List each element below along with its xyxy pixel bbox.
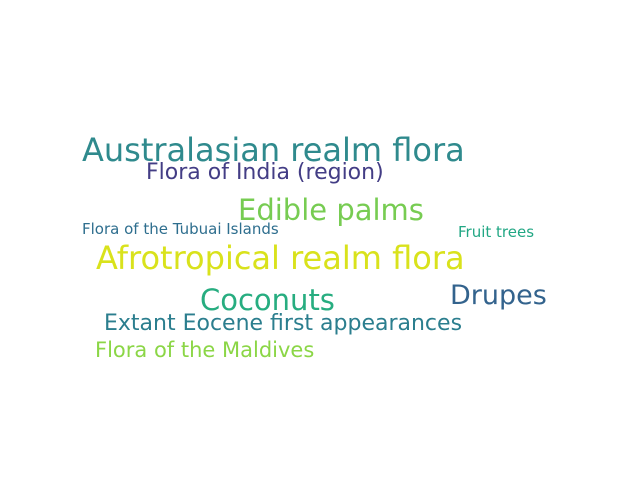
word-afrotropical-realm-flora: Afrotropical realm flora [96, 239, 465, 277]
word-flora-of-india: Flora of India (region) [146, 160, 384, 185]
word-extant-eocene-first-appearances: Extant Eocene first appearances [104, 311, 463, 336]
word-coconuts: Coconuts [200, 283, 335, 317]
word-flora-of-tubuai-islands: Flora of the Tubuai Islands [82, 220, 279, 238]
word-flora-of-the-maldives: Flora of the Maldives [95, 338, 315, 362]
word-australasian-realm-flora: Australasian realm flora [82, 131, 465, 169]
word-fruit-trees: Fruit trees [458, 223, 535, 241]
word-drupes: Drupes [450, 280, 547, 311]
word-edible-palms: Edible palms [238, 193, 424, 227]
